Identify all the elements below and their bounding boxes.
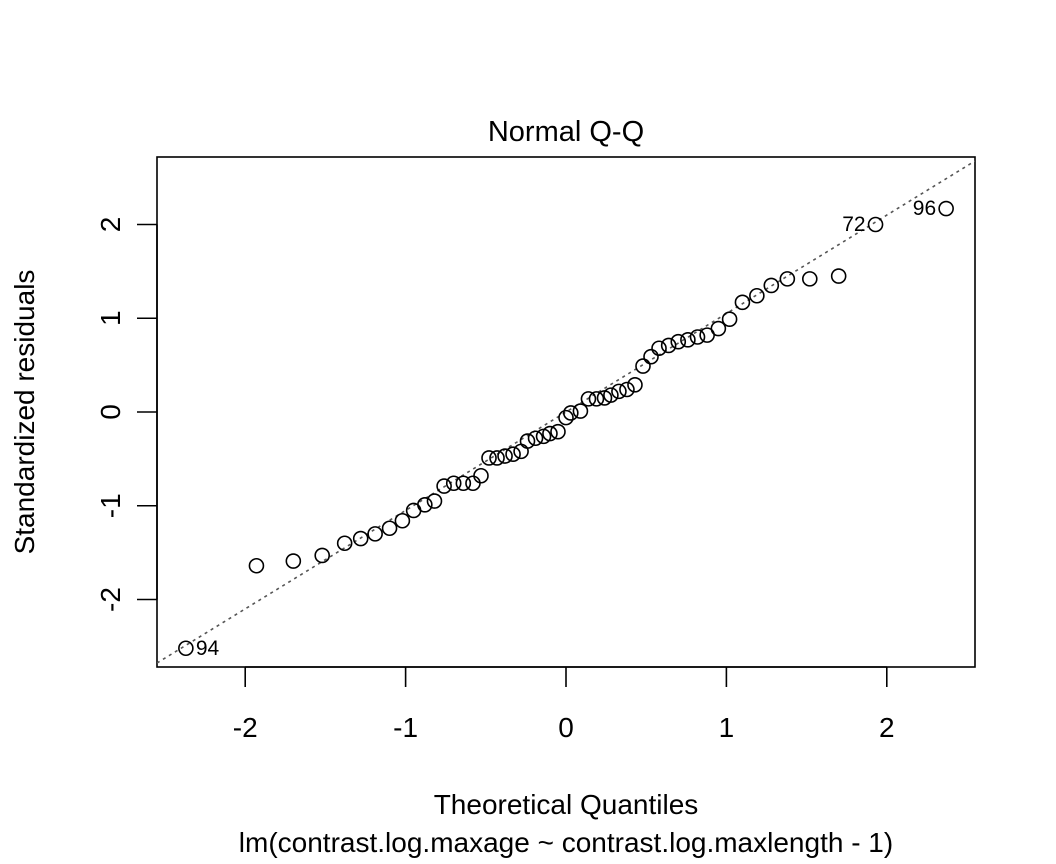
data-point [248, 557, 265, 574]
data-point [710, 320, 727, 337]
data-point [550, 423, 566, 440]
data-point [505, 446, 521, 462]
data-point [436, 478, 452, 494]
x-tick-label: 2 [879, 712, 895, 743]
y-tick-label: 2 [95, 217, 126, 233]
data-point [699, 327, 715, 343]
y-axis-label: Standardized residuals [9, 270, 40, 555]
data-point [867, 216, 884, 233]
data-point [314, 547, 331, 564]
data-point [938, 200, 954, 217]
data-point [455, 475, 472, 492]
data-point [721, 311, 738, 327]
data-point [635, 358, 651, 374]
y-axis: -2 -1 0 1 2 [95, 217, 158, 612]
x-tick-label: -1 [393, 712, 418, 743]
data-point [285, 553, 302, 569]
data-point [660, 337, 677, 354]
data-point [417, 497, 433, 513]
data-point [627, 377, 643, 393]
data-point [519, 433, 536, 449]
data-point [670, 333, 687, 350]
point-label: 72 [842, 213, 865, 236]
data-point [497, 448, 513, 464]
data-point [394, 512, 411, 529]
x-tick-label: -2 [233, 712, 258, 743]
data-point [734, 294, 751, 311]
data-point [527, 430, 544, 447]
x-axis: -2 -1 0 1 2 [233, 666, 895, 743]
data-point [542, 425, 558, 442]
chart-subtitle: lm(contrast.log.maxage ~ contrast.log.ma… [239, 827, 893, 858]
point-label: 96 [913, 197, 936, 220]
x-axis-label: Theoretical Quantiles [434, 789, 699, 820]
data-point [619, 381, 635, 398]
data-point [367, 526, 383, 542]
y-tick-label: -2 [95, 587, 126, 612]
data-point [481, 450, 497, 466]
data-point [779, 271, 796, 287]
data-point [426, 493, 443, 509]
data-point [336, 535, 353, 552]
data-point [489, 450, 505, 466]
data-point [763, 277, 780, 294]
data-point [830, 268, 847, 284]
reference-line [157, 160, 975, 664]
data-point [513, 443, 529, 460]
data-point [643, 348, 659, 365]
data-point [572, 403, 589, 419]
y-tick-label: 1 [95, 310, 126, 326]
data-point [611, 383, 627, 400]
data-point [178, 640, 194, 657]
y-tick-label: -1 [95, 493, 126, 518]
y-tick-label: 0 [95, 404, 126, 420]
point-label: 94 [196, 637, 220, 660]
data-point [588, 391, 605, 407]
data-point [689, 329, 706, 345]
data-point [651, 340, 667, 357]
chart-title: Normal Q-Q [488, 116, 644, 148]
data-point [445, 475, 462, 492]
data-point [603, 387, 619, 403]
data-point [352, 530, 369, 547]
data-point [381, 520, 398, 537]
data-point [801, 271, 818, 287]
x-tick-label: 0 [558, 712, 574, 743]
data-point [563, 405, 579, 421]
data-point [749, 287, 765, 304]
data-point [465, 475, 481, 492]
data-point [580, 391, 597, 407]
data-point [680, 332, 696, 348]
x-tick-label: 1 [719, 712, 735, 743]
data-points [178, 200, 954, 657]
data-point [558, 409, 574, 426]
data-point [473, 467, 489, 484]
point-labels: 94 72 96 [196, 197, 936, 660]
